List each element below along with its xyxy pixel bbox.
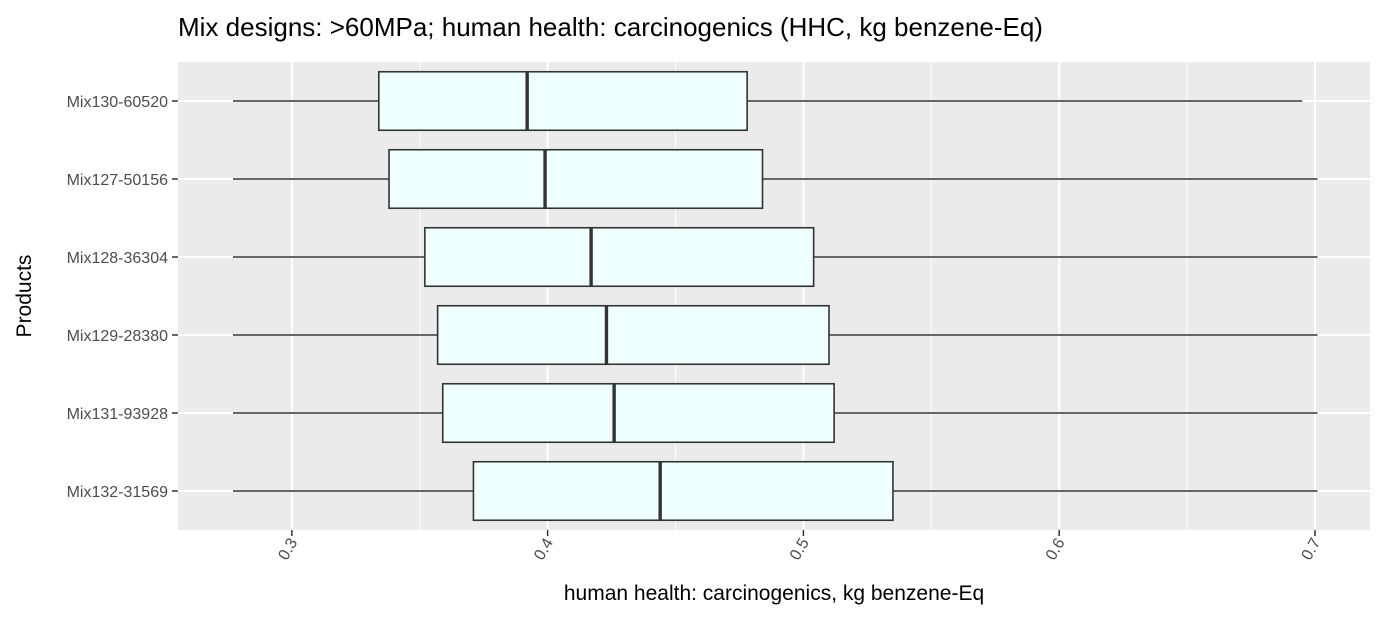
x-axis-title: human health: carcinogenics, kg benzene-… — [564, 582, 984, 605]
x-tick-label: 0.5 — [787, 535, 813, 563]
chart-title: Mix designs: >60MPa; human health: carci… — [178, 12, 1043, 42]
box-iqr — [377, 70, 748, 132]
box-Mix129-28380 — [232, 304, 1318, 366]
x-tick-label: 0.7 — [1299, 535, 1325, 563]
y-tick-label: Mix132-31569 — [67, 484, 169, 501]
y-axis: Mix130-60520 Mix127-50156 Mix128-36304 Mix1… — [67, 94, 178, 501]
y-tick-label: Mix127-50156 — [67, 172, 169, 189]
x-tick-label: 0.6 — [1043, 535, 1069, 563]
box-iqr — [472, 460, 894, 522]
box-Mix128-36304 — [232, 226, 1318, 288]
box-Mix131-93928 — [232, 382, 1318, 444]
x-tick-label: 0.4 — [531, 535, 557, 563]
y-axis-title: Products — [13, 255, 36, 338]
box-iqr — [436, 304, 830, 366]
y-tick-label: Mix130-60520 — [67, 94, 169, 111]
y-tick-label: Mix128-36304 — [67, 250, 169, 267]
box-Mix127-50156 — [232, 148, 1318, 210]
box-Mix130-60520 — [232, 70, 1303, 132]
x-tick-label: 0.3 — [275, 535, 301, 563]
box-series — [232, 70, 1318, 522]
box-iqr — [424, 226, 815, 288]
y-tick-label: Mix129-28380 — [67, 328, 169, 345]
box-iqr — [388, 148, 764, 210]
box-Mix132-31569 — [232, 460, 1318, 522]
plot-panel — [178, 62, 1370, 530]
y-tick-label: Mix131-93928 — [67, 406, 169, 423]
box-iqr — [441, 382, 835, 444]
x-axis: 0.3 0.4 0.5 0.6 0.7 — [275, 530, 1325, 563]
